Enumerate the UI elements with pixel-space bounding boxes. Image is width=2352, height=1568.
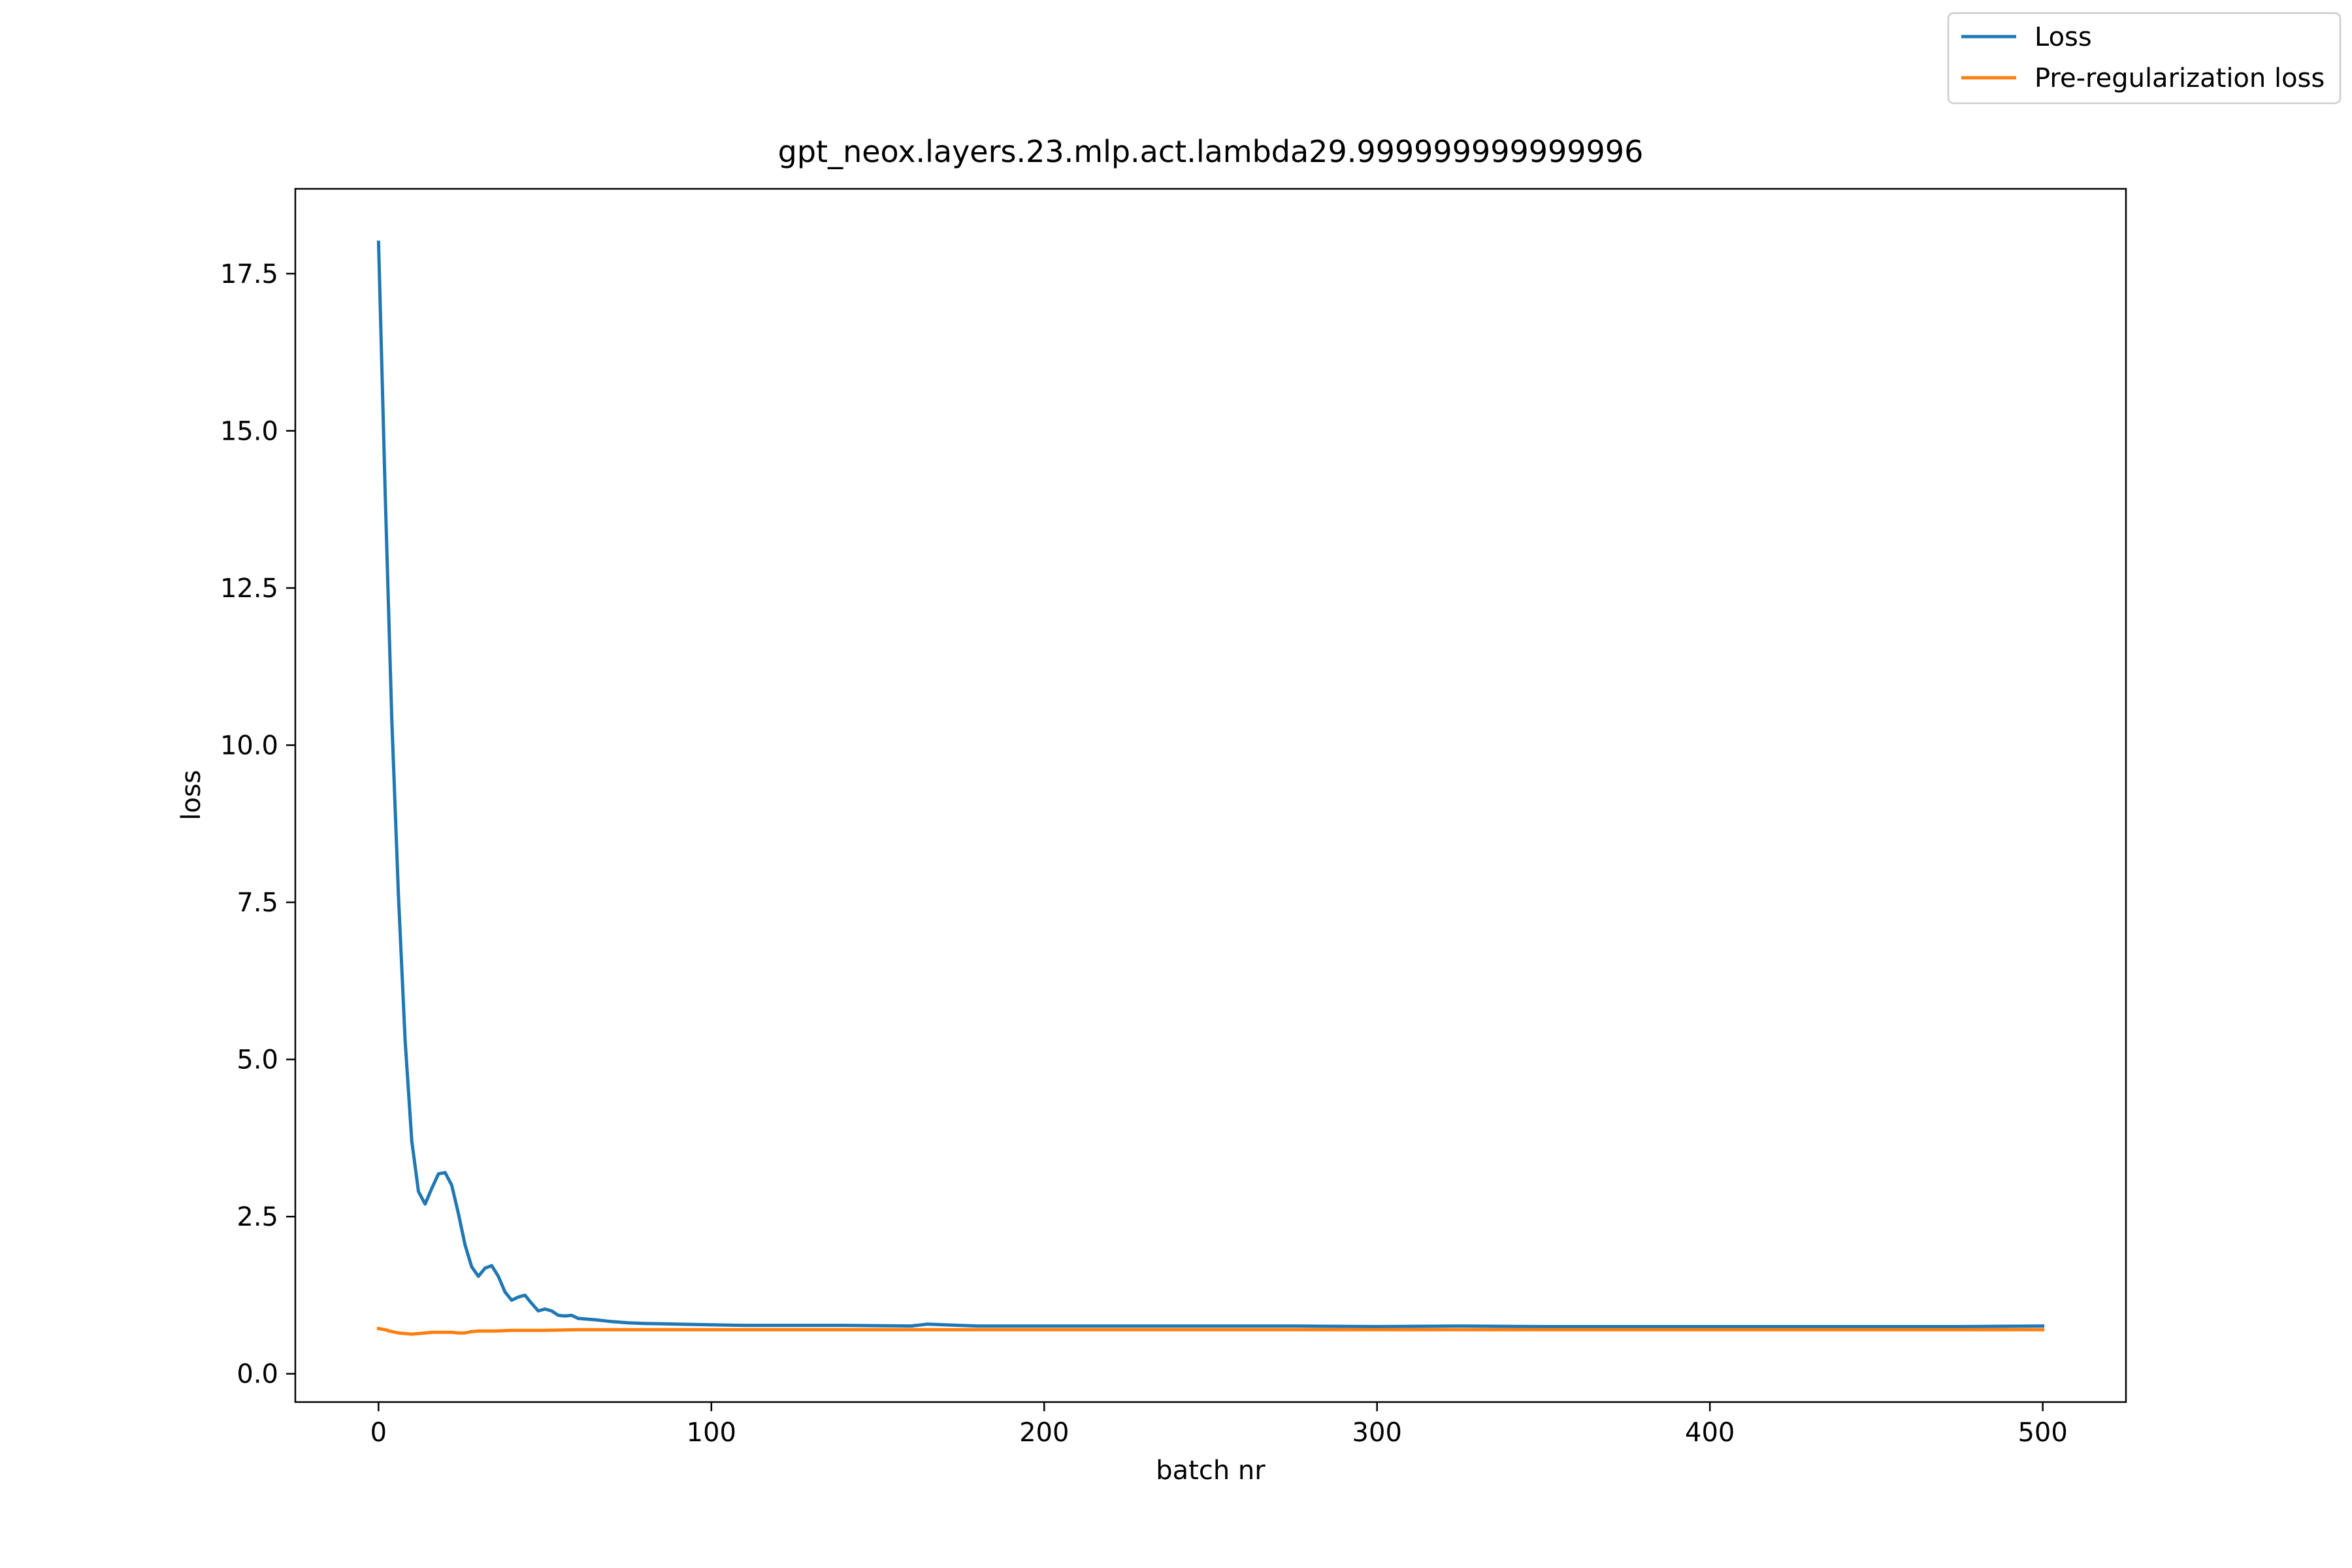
x-tick-label: 0 bbox=[370, 1418, 387, 1448]
x-tick-label: 500 bbox=[2017, 1418, 2067, 1448]
y-axis-label: loss bbox=[176, 770, 206, 820]
legend-label: Loss bbox=[2034, 22, 2092, 52]
y-axis: 0.0 2.5 5.0 7.5 10.0 12.5 15.0 17.5 bbox=[220, 259, 295, 1390]
legend-box bbox=[1947, 12, 2342, 105]
plot-series bbox=[376, 240, 2045, 1336]
y-tick-label: 7.5 bbox=[237, 888, 278, 918]
x-axis-label: batch nr bbox=[1156, 1456, 1266, 1486]
x-tick-label: 400 bbox=[1685, 1418, 1735, 1448]
chart-title: gpt_neox.layers.23.mlp.act.lambda29.9999… bbox=[778, 134, 1644, 169]
legend-label: Pre-regularization loss bbox=[2034, 63, 2325, 93]
x-axis: 0 100 200 300 400 500 bbox=[370, 1402, 2068, 1448]
x-tick-label: 300 bbox=[1352, 1418, 1402, 1448]
y-tick-label: 5.0 bbox=[237, 1045, 278, 1075]
y-tick-label: 2.5 bbox=[237, 1202, 278, 1232]
axes-frame bbox=[294, 188, 2127, 1403]
y-tick-label: 17.5 bbox=[220, 259, 278, 289]
y-tick-label: 15.0 bbox=[220, 416, 278, 446]
legend: Loss Pre-regularization loss bbox=[1947, 12, 2342, 105]
y-tick-label: 12.5 bbox=[220, 574, 278, 604]
x-tick-label: 200 bbox=[1019, 1418, 1069, 1448]
x-tick-label: 100 bbox=[687, 1418, 736, 1448]
y-tick-label: 10.0 bbox=[220, 731, 278, 761]
y-tick-label: 0.0 bbox=[237, 1360, 278, 1390]
series-line-1 bbox=[376, 240, 2045, 1328]
series-line-2 bbox=[376, 1326, 2045, 1336]
